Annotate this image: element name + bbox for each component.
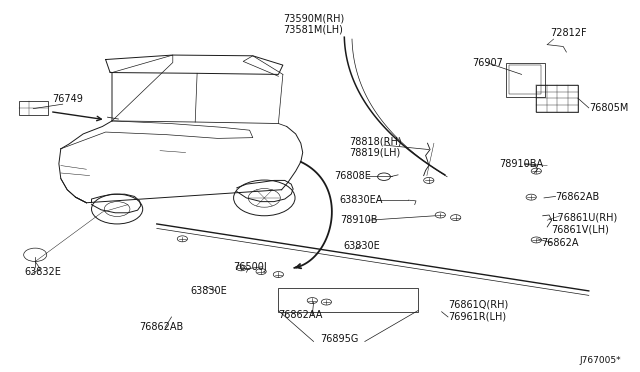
Text: L76861U(RH)
76861V(LH): L76861U(RH) 76861V(LH): [552, 212, 617, 234]
Text: 72812F: 72812F: [550, 29, 587, 38]
Text: 76895G: 76895G: [320, 334, 358, 344]
Text: 73590M(RH)
73581M(LH): 73590M(RH) 73581M(LH): [283, 13, 344, 35]
Text: 76862AA: 76862AA: [278, 310, 322, 320]
Text: 76805M: 76805M: [589, 103, 628, 113]
Bar: [278, 288, 418, 312]
Text: 76862AB: 76862AB: [140, 323, 184, 332]
Text: 63830E: 63830E: [191, 286, 227, 296]
Text: 76862A: 76862A: [541, 238, 579, 248]
Text: 78910BA: 78910BA: [499, 160, 543, 169]
Text: 78818(RH)
78819(LH): 78818(RH) 78819(LH): [349, 136, 401, 158]
Text: 78910B: 78910B: [340, 215, 378, 225]
Text: 76907: 76907: [472, 58, 503, 68]
Text: 76862AB: 76862AB: [556, 192, 600, 202]
Text: 76500J: 76500J: [234, 262, 268, 272]
Text: J767005*: J767005*: [579, 356, 621, 365]
Text: 63832E: 63832E: [24, 267, 61, 276]
Bar: [506, 63, 545, 97]
Bar: [509, 65, 541, 94]
Text: 76861Q(RH)
76961R(LH): 76861Q(RH) 76961R(LH): [448, 300, 508, 321]
Text: 63830EA: 63830EA: [340, 195, 383, 205]
Text: 63830E: 63830E: [343, 241, 380, 250]
Text: 76808E: 76808E: [334, 171, 371, 181]
Bar: [536, 85, 578, 112]
Bar: [19, 101, 48, 115]
Text: 76749: 76749: [52, 94, 83, 103]
